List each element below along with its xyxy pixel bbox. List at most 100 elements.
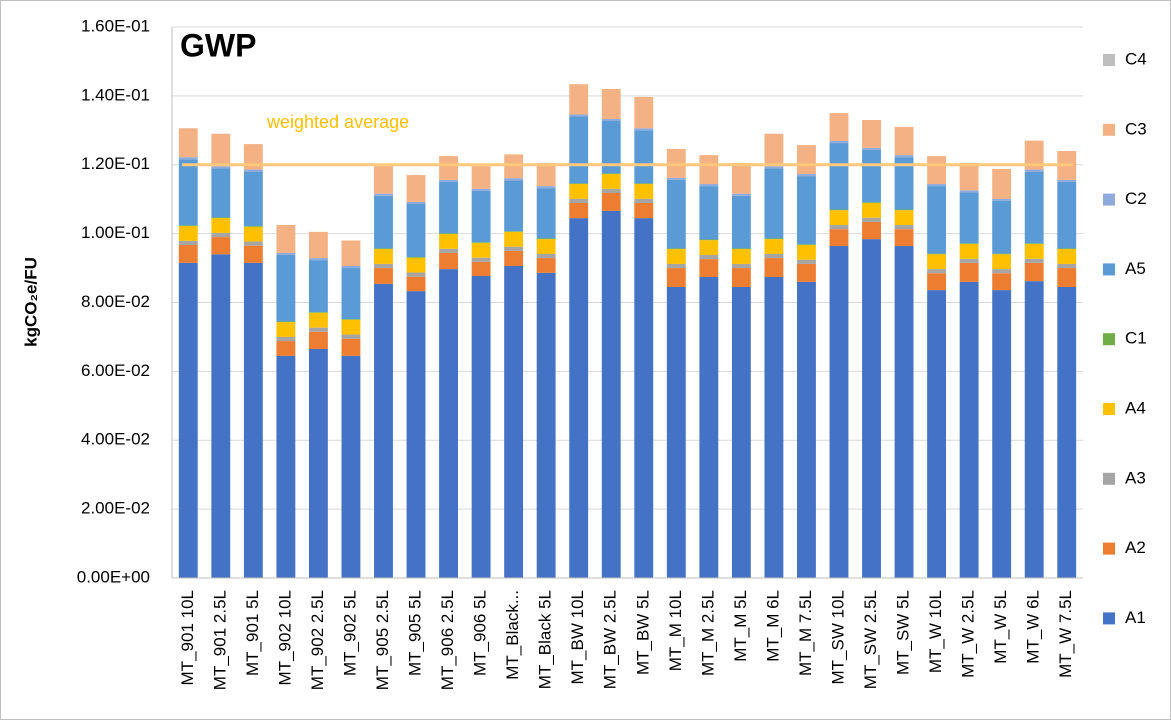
bar-segment (731, 163, 751, 194)
x-tick-label: MT_M 6L (763, 590, 782, 662)
chart-title: GWP (180, 27, 256, 63)
legend-swatch (1103, 542, 1115, 555)
bar-segment (276, 321, 296, 323)
legend-swatch (1103, 403, 1115, 415)
legend-label: A2 (1125, 538, 1146, 557)
y-tick-label: 1.00E-01 (81, 223, 150, 242)
bar-segment (1024, 243, 1044, 259)
x-tick-label: MT_901 2.5L (210, 590, 229, 690)
bar-segment (797, 259, 816, 264)
bar-segment (276, 322, 296, 337)
bar-segment (243, 245, 263, 263)
y-tick-label: 1.40E-01 (81, 85, 150, 104)
bar-segment (569, 84, 589, 115)
bar-segment (211, 254, 231, 578)
bar-segment (992, 198, 1012, 201)
bar-segment (243, 262, 263, 578)
bar-segment (797, 244, 816, 260)
x-tick-label: MT_902 10L (275, 590, 294, 685)
bar-segment (992, 269, 1012, 274)
bar-segment (243, 169, 263, 172)
bar-segment (243, 171, 263, 227)
bar-segment (211, 218, 231, 233)
bar-segment (308, 231, 328, 259)
bar-segment (471, 261, 491, 276)
bar-segment (406, 175, 426, 202)
bar-segment (699, 277, 719, 578)
x-tick-label: MT_SW 10L (828, 590, 847, 684)
y-tick-label: 8.00E-02 (81, 292, 150, 311)
bar-segment (829, 113, 849, 141)
bar-segment (959, 190, 979, 193)
bar-segment (634, 128, 654, 131)
bar-segment (276, 341, 296, 356)
bar-segment (1024, 243, 1044, 244)
legend-label: C1 (1125, 329, 1147, 348)
bar-segment (1057, 287, 1077, 578)
bar-segment (243, 226, 263, 242)
bar-segment (406, 291, 426, 578)
bar-segment (634, 183, 654, 185)
x-tick-label: MT_902 2.5L (308, 590, 327, 690)
bar-segment (1024, 171, 1044, 244)
bar-segment (569, 198, 589, 203)
bar-segment (536, 238, 556, 240)
bar-segment (1057, 179, 1077, 182)
bar-segment (959, 192, 979, 244)
bar-segment (992, 168, 1012, 199)
bar-segment (764, 258, 784, 278)
bar-segment (731, 193, 751, 196)
bar-segment (634, 198, 654, 203)
bar-segment (439, 269, 458, 578)
bar-segment (829, 140, 849, 144)
bar-segment (1024, 169, 1044, 172)
legend-label: A3 (1125, 468, 1146, 487)
bar-segment (374, 195, 393, 249)
bar-segment (862, 217, 881, 222)
x-tick-label: MT_M 5L (731, 590, 750, 662)
x-tick-label: MT_901 10L (178, 590, 197, 685)
bar-segment (243, 241, 263, 246)
bar-segment (731, 195, 751, 249)
legend-label: C2 (1125, 189, 1147, 208)
bar-segment (504, 178, 524, 181)
bar-segment (504, 154, 524, 179)
x-tick-label: MT_SW 5L (894, 590, 913, 675)
bar-segment (536, 163, 556, 187)
bar-segment (894, 157, 914, 210)
bar-segment (797, 263, 816, 282)
bar-segment (959, 243, 979, 244)
bar-segment (1057, 268, 1077, 288)
bar-segment (764, 238, 784, 240)
bar-segment (471, 166, 491, 189)
legend-swatch (1103, 123, 1115, 136)
bar-segment (764, 133, 784, 167)
bar-segment (959, 281, 979, 578)
bar-segment (927, 253, 947, 255)
x-tick-label: MT_905 5L (406, 590, 425, 676)
bar-segment (764, 239, 784, 254)
bar-segment (601, 88, 621, 119)
legend-swatch (1103, 472, 1115, 485)
bar-segment (894, 246, 914, 578)
bar-segment (666, 287, 686, 578)
bar-segment (666, 177, 686, 180)
bar-segment (341, 334, 361, 339)
x-tick-label: MT_BW 2.5L (601, 590, 620, 689)
bar-segment (699, 240, 719, 255)
bar-segment (666, 248, 686, 250)
x-tick-label: MT_M 7.5L (796, 590, 815, 676)
bar-segment (178, 262, 198, 578)
bar-segment (374, 248, 393, 250)
bar-segment (341, 338, 361, 356)
bar-segment (699, 259, 719, 278)
bar-segment (634, 130, 654, 184)
bar-segment (569, 114, 589, 117)
bar-segment (178, 159, 198, 226)
bar-segment (308, 327, 328, 332)
bar-segment (471, 242, 491, 258)
x-tick-label: MT_Black... (503, 590, 522, 680)
y-tick-label: 2.00E-02 (81, 499, 150, 518)
bar-segment (406, 257, 426, 273)
bar-segment (634, 202, 654, 219)
